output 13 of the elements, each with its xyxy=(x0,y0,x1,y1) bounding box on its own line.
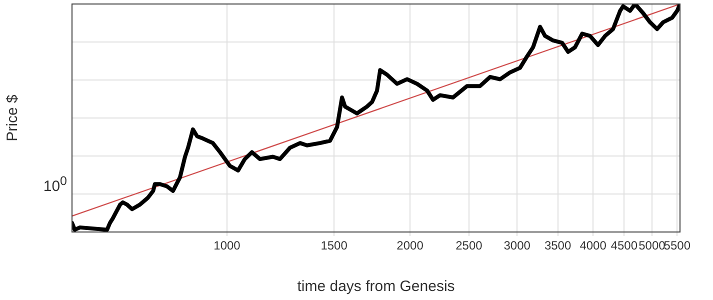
x-axis-title: time days from Genesis xyxy=(297,278,455,296)
x-tick-label: 1500 xyxy=(320,238,348,253)
x-tick-label: 2500 xyxy=(456,238,483,253)
x-tick-label: 4500 xyxy=(610,238,638,253)
x-tick-label: 3500 xyxy=(544,238,572,253)
x-tick-label: 3000 xyxy=(504,238,531,253)
x-tick-label: 5500 xyxy=(664,238,691,253)
text: 10$^{0}$ xyxy=(43,172,67,196)
x-tick-label: 2000 xyxy=(396,238,424,253)
x-tick-label: 5000 xyxy=(638,238,666,253)
x-tick-label: 4000 xyxy=(580,238,607,253)
y-axis-title: Price $ xyxy=(4,94,22,142)
x-tick-label: 1000 xyxy=(214,238,241,253)
